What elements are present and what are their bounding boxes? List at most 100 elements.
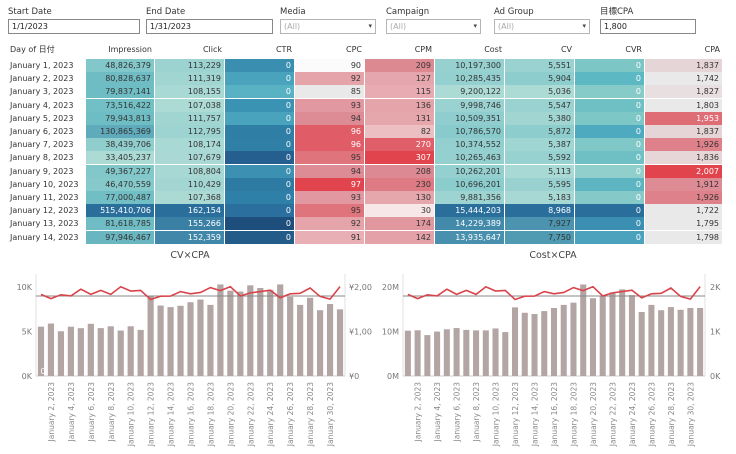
bar-cost[interactable] xyxy=(658,310,665,376)
bar-cv[interactable] xyxy=(237,291,244,376)
cell-click: 107,368 xyxy=(155,191,225,204)
bar-cv[interactable] xyxy=(316,310,324,376)
bar-cost[interactable] xyxy=(473,330,480,376)
bar-cost[interactable] xyxy=(560,304,567,376)
bar-cost[interactable] xyxy=(570,302,577,376)
bar-cost[interactable] xyxy=(599,296,606,376)
bar-cv[interactable] xyxy=(207,304,214,376)
bar-cost[interactable] xyxy=(414,330,421,376)
bar-cv[interactable] xyxy=(37,326,45,376)
bar-cost[interactable] xyxy=(434,331,441,376)
column-header[interactable]: CPC xyxy=(346,45,362,54)
bar-cv[interactable] xyxy=(247,285,254,376)
bar-cost[interactable] xyxy=(482,330,489,376)
bar-cost[interactable] xyxy=(697,308,704,376)
bar-cv[interactable] xyxy=(307,297,314,376)
filter-input[interactable]: 1,800 xyxy=(600,19,696,34)
bar-cost[interactable] xyxy=(541,311,548,376)
bar-cost[interactable] xyxy=(628,295,635,376)
filter-dropdown[interactable]: (All) ▾ xyxy=(280,19,376,34)
bar-cost[interactable] xyxy=(443,329,450,376)
bar-cv[interactable] xyxy=(297,304,304,376)
bar-cv[interactable] xyxy=(277,284,284,376)
column-header[interactable]: CPM xyxy=(414,45,432,54)
bar-cost[interactable] xyxy=(531,314,538,376)
bar-cv[interactable] xyxy=(187,302,194,376)
line-cpa[interactable] xyxy=(40,285,341,301)
bar-cost[interactable] xyxy=(550,308,558,376)
bar-cost[interactable] xyxy=(453,328,460,376)
line-cpa[interactable] xyxy=(407,285,701,301)
bar-cost[interactable] xyxy=(638,312,645,376)
bar-cv[interactable] xyxy=(117,330,124,376)
bar-cv[interactable] xyxy=(227,290,234,376)
cell-impression: 515,410,706 xyxy=(86,204,155,218)
bar-cost[interactable] xyxy=(648,304,655,376)
bar-cost[interactable] xyxy=(677,309,684,376)
cell-cv: 5,183 xyxy=(505,191,575,204)
chevron-down-icon[interactable]: ▾ xyxy=(368,22,372,30)
filter-input[interactable]: 1/31/2023 xyxy=(146,19,273,34)
cell-cv: 5,380 xyxy=(505,111,575,125)
bar-cv[interactable] xyxy=(57,331,65,376)
bar-cv[interactable] xyxy=(97,328,104,376)
column-header[interactable]: Day of 日付 xyxy=(10,45,55,54)
bar-cv[interactable] xyxy=(167,307,174,376)
bar-cv[interactable] xyxy=(267,289,274,376)
bar-cost[interactable] xyxy=(502,332,509,376)
bar-cv[interactable] xyxy=(157,305,164,376)
bar-cv[interactable] xyxy=(67,326,74,376)
bar-cv[interactable] xyxy=(177,305,184,376)
bar-cost[interactable] xyxy=(404,330,411,376)
x-tick-label: January 18, 2023 xyxy=(569,382,578,447)
bar-cv[interactable] xyxy=(336,309,344,376)
column-header[interactable]: Click xyxy=(202,45,222,54)
chevron-down-icon[interactable]: ▾ xyxy=(582,22,586,30)
bar-cv[interactable] xyxy=(287,296,294,376)
filter-input[interactable]: 1/1/2023 xyxy=(8,19,140,34)
cell-impression: 79,943,813 xyxy=(86,111,155,125)
cell-ctr: 0 xyxy=(225,177,295,191)
cell-cpa: 1,953 xyxy=(645,111,723,125)
bar-cost[interactable] xyxy=(619,289,626,376)
bar-cost[interactable] xyxy=(492,328,499,376)
x-tick-label: January 8, 2023 xyxy=(472,382,481,443)
cell-cv: 5,547 xyxy=(505,98,575,112)
x-tick-label: January 16, 2023 xyxy=(550,382,559,447)
bar-cost[interactable] xyxy=(463,329,470,376)
column-header[interactable]: CVR xyxy=(625,45,642,54)
bar-cv[interactable] xyxy=(87,323,94,376)
bar-cv[interactable] xyxy=(326,304,334,376)
bar-cv[interactable] xyxy=(257,288,264,376)
column-header[interactable]: CPA xyxy=(704,45,720,54)
bar-cv[interactable] xyxy=(47,323,55,376)
bar-cv[interactable] xyxy=(137,329,144,376)
bar-cost[interactable] xyxy=(521,312,528,376)
bar-cost[interactable] xyxy=(609,292,616,376)
filter-dropdown[interactable]: (All) ▾ xyxy=(386,19,481,34)
y-right-tick-label: 2K xyxy=(710,283,721,292)
filter-value: 1/31/2023 xyxy=(150,22,192,31)
bar-cv[interactable] xyxy=(107,326,114,376)
column-header[interactable]: Cost xyxy=(484,45,502,54)
bar-cost[interactable] xyxy=(687,308,694,376)
column-header[interactable]: CV xyxy=(560,45,572,54)
bar-cost[interactable] xyxy=(580,284,587,376)
bar-cv[interactable] xyxy=(147,296,154,376)
bar-cost[interactable] xyxy=(512,307,519,376)
bar-cv[interactable] xyxy=(77,328,84,376)
bar-cv[interactable] xyxy=(217,284,224,376)
filter-dropdown[interactable]: (All) ▾ xyxy=(494,19,590,34)
column-header[interactable]: CTR xyxy=(275,45,292,54)
chevron-down-icon[interactable]: ▾ xyxy=(473,22,477,30)
bar-cost[interactable] xyxy=(589,298,596,376)
cell-cv: 5,036 xyxy=(505,85,575,99)
column-header[interactable]: Impression xyxy=(108,45,152,54)
bar-cost[interactable] xyxy=(424,335,431,376)
cell-impression: 77,000,487 xyxy=(86,191,155,204)
cost-cpa-chart: 0M 10M 20M 0K 1K 2K January 2, 2023 January 4, … xyxy=(382,274,721,447)
bar-cv[interactable] xyxy=(127,326,134,376)
bar-cost[interactable] xyxy=(667,307,674,376)
bar-cv[interactable] xyxy=(197,299,204,376)
cell-cvr: 0 xyxy=(575,111,645,125)
